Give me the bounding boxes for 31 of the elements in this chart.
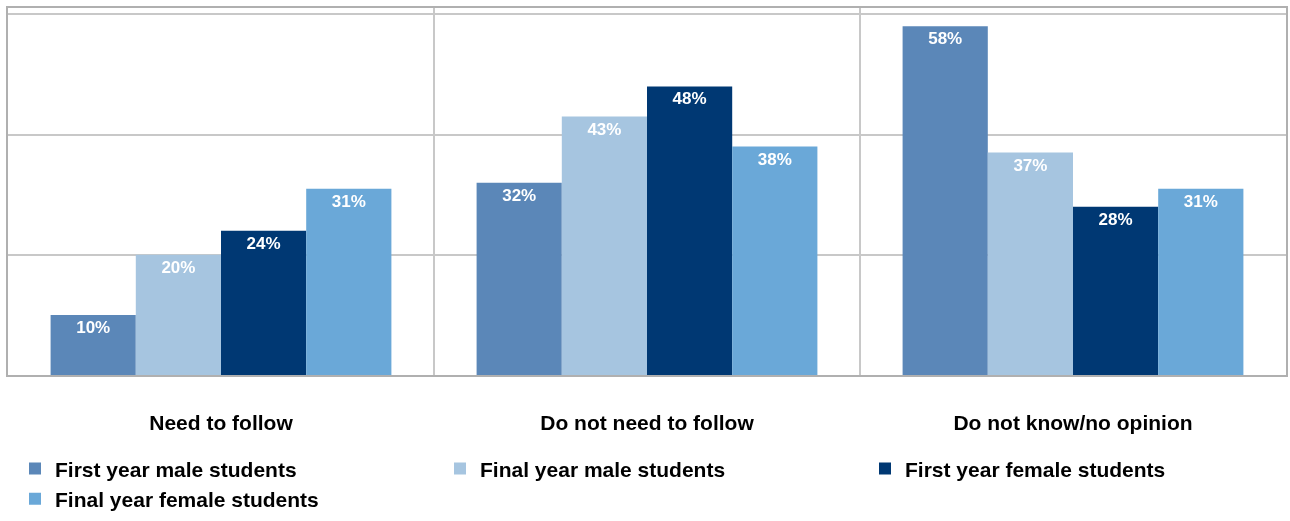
legend-label: First year male students — [55, 457, 297, 481]
bar — [221, 230, 307, 375]
legend-label: Final year male students — [480, 457, 726, 481]
bar — [561, 116, 647, 375]
data-label: 58% — [928, 29, 963, 49]
data-label: 37% — [1013, 155, 1048, 175]
bar — [306, 188, 392, 375]
legend-label: First year female students — [905, 457, 1166, 481]
x-tick-label: Do not know/no opinion — [953, 411, 1193, 435]
data-label: 10% — [76, 317, 111, 337]
bar — [902, 26, 988, 375]
bar — [135, 254, 221, 375]
bar — [732, 146, 818, 375]
data-label: 32% — [502, 185, 537, 205]
data-label: 31% — [331, 191, 366, 211]
x-tick-label: Need to follow — [149, 411, 294, 435]
data-label: 28% — [1098, 209, 1133, 229]
data-label: 48% — [672, 89, 707, 109]
bar — [987, 152, 1073, 375]
legend-label: Final year female students — [55, 488, 319, 512]
x-tick-label: Do not need to follow — [540, 411, 755, 435]
data-label: 20% — [161, 257, 196, 277]
data-label: 24% — [246, 233, 281, 253]
bar — [647, 86, 733, 375]
data-label: 38% — [757, 149, 792, 169]
bar — [1073, 206, 1159, 375]
bar — [1158, 188, 1244, 375]
data-label: 31% — [1183, 191, 1218, 211]
bar — [50, 314, 136, 375]
bar — [476, 182, 562, 375]
data-label: 43% — [587, 119, 622, 139]
